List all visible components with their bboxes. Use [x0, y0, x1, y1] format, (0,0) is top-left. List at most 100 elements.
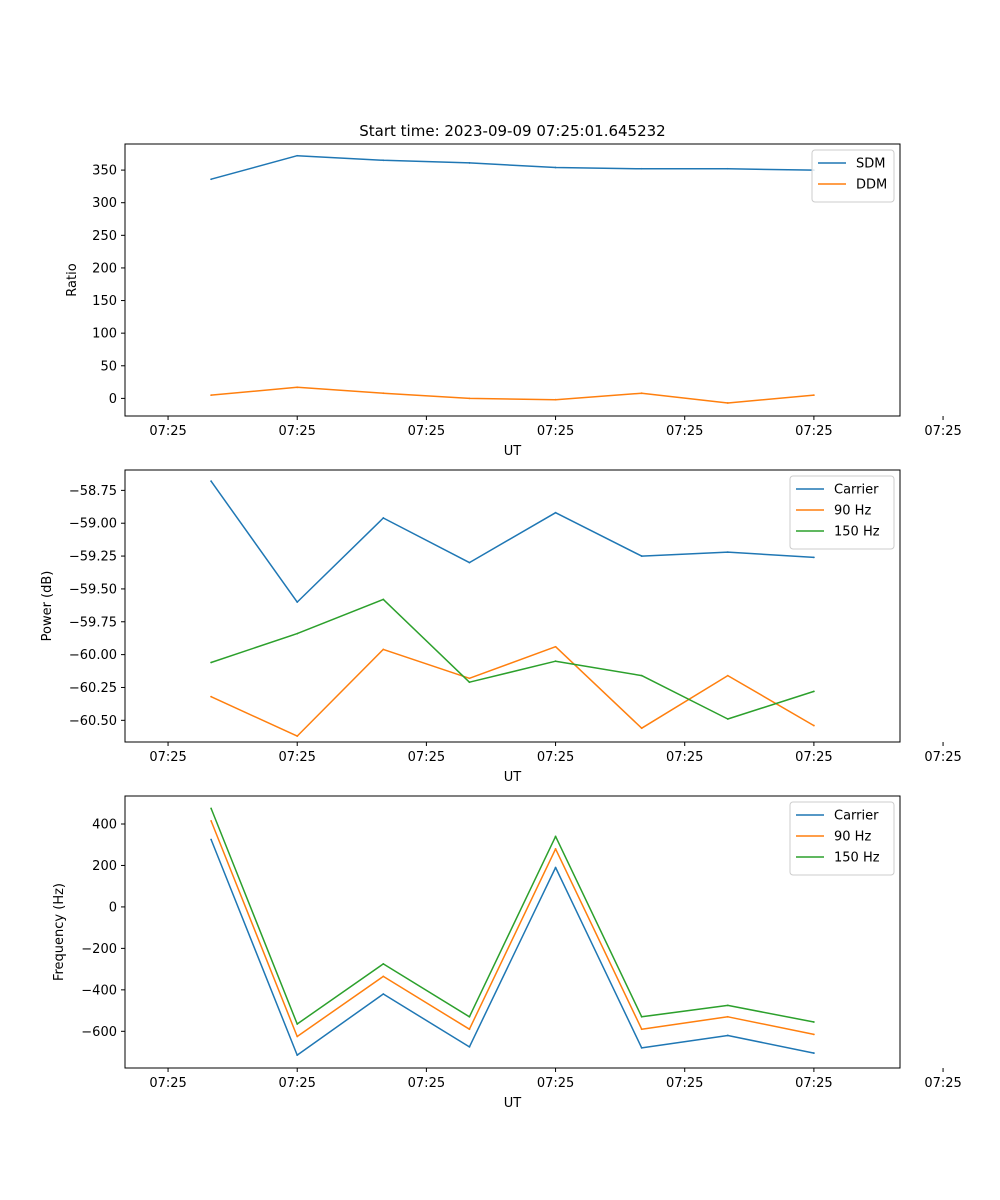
- data-point-90-hz: [812, 1033, 815, 1036]
- y-tick-label: 0: [109, 900, 117, 915]
- legend-label-90-hz: 90 Hz: [834, 504, 871, 519]
- legend-label-150-hz: 150 Hz: [834, 851, 880, 866]
- data-point-90-hz: [210, 695, 213, 698]
- data-point-90-hz: [382, 648, 385, 651]
- y-tick-label: −60.50: [69, 714, 117, 729]
- series-line-carrier: [210, 480, 814, 603]
- y-tick-label: 0: [109, 392, 117, 407]
- series-line-carrier: [210, 839, 815, 1056]
- y-axis-label: Power (dB): [40, 571, 55, 642]
- data-point-carrier: [554, 511, 557, 514]
- series-line-150-hz: [210, 598, 815, 720]
- data-point-90-hz: [382, 975, 385, 978]
- y-tick-label: −400: [81, 983, 117, 998]
- data-point-ddm: [210, 394, 213, 397]
- figure-title: Start time: 2023-09-09 07:25:01.645232: [359, 122, 665, 140]
- data-point-150-hz: [296, 1023, 299, 1025]
- data-point-150-hz: [554, 660, 557, 663]
- x-tick-label: 07:25: [924, 424, 961, 439]
- data-point-90-hz: [296, 735, 299, 737]
- y-tick-label: 300: [92, 196, 117, 211]
- data-point-ddm: [640, 392, 643, 395]
- x-tick-label: 07:25: [795, 1076, 832, 1091]
- data-point-ddm: [554, 398, 557, 401]
- legend-label-90-hz: 90 Hz: [834, 830, 871, 845]
- x-axis-label: UT: [504, 444, 522, 459]
- chart-panel-1: 07:25 07:25 07:25 07:25 07:25 07:25 07:25 0 50 10…: [65, 143, 962, 459]
- legend-label-ddm: DDM: [856, 178, 887, 193]
- data-point-carrier: [468, 1045, 471, 1048]
- data-point-carrier: [640, 1046, 643, 1049]
- data-point-sdm: [382, 159, 385, 162]
- chart-panel-2: 07:25 07:25 07:25 07:25 07:25 07:25 07:25 −60.5…: [40, 469, 962, 785]
- series-line-sdm: [210, 154, 814, 180]
- data-point-90-hz: [210, 819, 213, 822]
- y-tick-label: 200: [92, 859, 117, 874]
- data-point-ddm: [468, 397, 471, 400]
- x-tick-label: 07:25: [537, 424, 574, 439]
- data-point-150-hz: [812, 1021, 815, 1023]
- data-point-150-hz: [382, 963, 385, 965]
- plot-area-frame: [124, 795, 901, 1069]
- data-point-90-hz: [812, 724, 815, 727]
- legend: Carrier 90 Hz 150 Hz: [789, 475, 895, 550]
- data-point-90-hz: [468, 1028, 471, 1031]
- y-tick-label: 350: [92, 164, 117, 179]
- data-point-carrier: [726, 1034, 729, 1037]
- y-tick-label: −59.75: [69, 615, 117, 630]
- data-point-carrier: [296, 601, 299, 603]
- data-point-90-hz: [296, 1035, 299, 1038]
- y-tick-label: −58.75: [69, 484, 117, 499]
- y-tick-label: 250: [92, 229, 117, 244]
- y-tick-label: −59.25: [69, 550, 117, 565]
- x-tick-label: 07:25: [666, 1076, 703, 1091]
- legend: SDM DDM: [811, 149, 895, 203]
- y-tick-label: −59.00: [69, 517, 117, 532]
- x-tick-label: 07:25: [278, 1076, 315, 1091]
- y-tick-label: 100: [92, 327, 117, 342]
- data-point-carrier: [296, 1054, 299, 1057]
- legend-label-sdm: SDM: [856, 157, 885, 172]
- data-point-ddm: [726, 402, 729, 404]
- plot-area-frame: [124, 469, 901, 743]
- data-point-carrier: [382, 993, 385, 995]
- y-tick-label: 400: [92, 817, 117, 832]
- data-point-ddm: [296, 386, 299, 389]
- data-point-carrier: [554, 866, 557, 869]
- data-point-sdm: [726, 167, 729, 170]
- data-point-90-hz: [726, 1015, 729, 1018]
- data-point-90-hz: [640, 1028, 643, 1031]
- data-point-90-hz: [640, 727, 643, 730]
- data-point-carrier: [210, 480, 213, 483]
- y-tick-label: −60.25: [69, 681, 117, 696]
- x-axis-label: UT: [504, 770, 522, 785]
- data-point-150-hz: [554, 835, 557, 838]
- y-tick-label: −60.00: [69, 648, 117, 663]
- data-point-sdm: [554, 166, 557, 169]
- data-point-90-hz: [726, 674, 729, 677]
- legend-label-carrier: Carrier: [834, 483, 879, 498]
- legend: Carrier 90 Hz 150 Hz: [789, 801, 895, 876]
- data-point-150-hz: [468, 1015, 471, 1018]
- x-tick-label: 07:25: [795, 750, 832, 765]
- data-point-carrier: [210, 838, 213, 841]
- x-tick-label: 07:25: [149, 750, 186, 765]
- x-tick-label: 07:25: [537, 1076, 574, 1091]
- x-tick-label: 07:25: [408, 424, 445, 439]
- data-point-sdm: [468, 162, 471, 164]
- data-point-carrier: [726, 551, 729, 554]
- data-point-150-hz: [640, 674, 643, 677]
- x-tick-label: 07:25: [795, 424, 832, 439]
- data-point-150-hz: [210, 807, 213, 810]
- data-point-sdm: [640, 167, 643, 170]
- x-axis-label: UT: [504, 1096, 522, 1111]
- x-tick-label: 07:25: [537, 750, 574, 765]
- x-tick-label: 07:25: [924, 1076, 961, 1091]
- x-tick-label: 07:25: [278, 424, 315, 439]
- panels: 07:25 07:25 07:25 07:25 07:25 07:25 07:25 0 50 10…: [40, 143, 962, 1111]
- data-point-150-hz: [210, 661, 213, 664]
- series-line-ddm: [211, 386, 814, 404]
- series-line-90-hz: [210, 645, 815, 737]
- series-line-90-hz: [210, 820, 815, 1038]
